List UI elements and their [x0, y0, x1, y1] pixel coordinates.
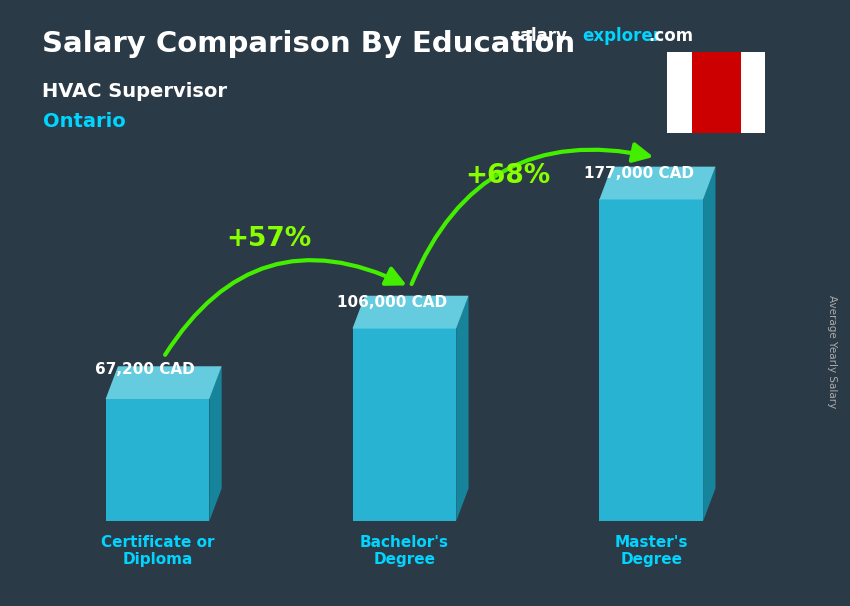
- Bar: [692, 52, 740, 133]
- Polygon shape: [353, 296, 468, 328]
- Text: 106,000 CAD: 106,000 CAD: [337, 295, 447, 310]
- Bar: [667, 52, 692, 133]
- Text: 🍁: 🍁: [711, 82, 722, 101]
- Text: .com: .com: [649, 27, 694, 45]
- Text: Average Yearly Salary: Average Yearly Salary: [827, 295, 837, 408]
- Polygon shape: [105, 366, 222, 399]
- Bar: [599, 199, 703, 521]
- Bar: [353, 328, 456, 521]
- Bar: [105, 399, 209, 521]
- Text: salary: salary: [510, 27, 567, 45]
- Text: explorer: explorer: [582, 27, 661, 45]
- Bar: [740, 52, 765, 133]
- Text: Salary Comparison By Education: Salary Comparison By Education: [42, 30, 575, 58]
- Text: 177,000 CAD: 177,000 CAD: [584, 166, 694, 181]
- Text: +68%: +68%: [466, 163, 551, 188]
- Polygon shape: [599, 167, 716, 199]
- Polygon shape: [209, 366, 222, 521]
- Polygon shape: [456, 296, 468, 521]
- Text: +57%: +57%: [226, 227, 311, 252]
- Text: 67,200 CAD: 67,200 CAD: [95, 362, 195, 377]
- Polygon shape: [703, 167, 716, 521]
- Text: Ontario: Ontario: [42, 112, 125, 131]
- Text: HVAC Supervisor: HVAC Supervisor: [42, 82, 228, 101]
